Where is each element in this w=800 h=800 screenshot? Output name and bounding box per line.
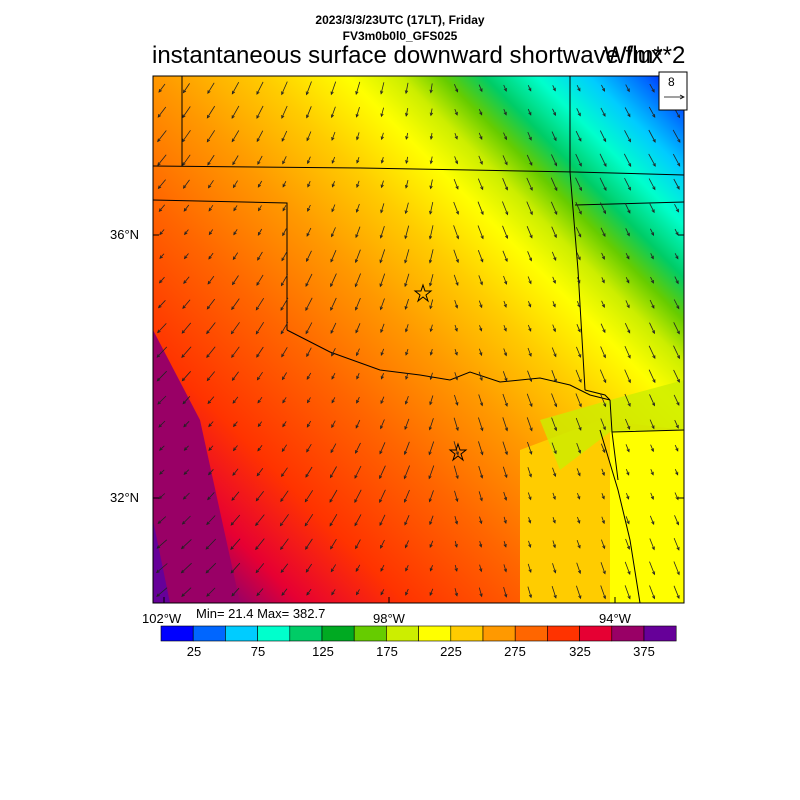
colorbar-swatch <box>643 625 677 642</box>
colorbar-label: 25 <box>186 644 202 659</box>
colorbar-swatch <box>386 625 419 642</box>
lat-label: 36°N <box>110 227 140 242</box>
units-title: W/m**2 <box>604 42 686 69</box>
colorbar-label: 75 <box>250 644 266 659</box>
colorbar-swatch <box>579 625 613 642</box>
colorbar-swatch <box>225 625 258 642</box>
reference-vector-box <box>658 71 688 111</box>
colorbar-label: 375 <box>633 644 655 659</box>
colorbar-swatch <box>450 625 484 642</box>
lon-label: 98°W <box>373 611 405 626</box>
reference-vector-label: 8 <box>668 75 675 89</box>
boundaries <box>153 76 684 603</box>
colorbar-swatch <box>160 625 194 642</box>
colorbar-swatch <box>321 625 355 642</box>
axis-ticks <box>153 234 684 603</box>
wind-vectors <box>156 81 681 600</box>
lon-label: 102°W <box>142 611 182 626</box>
colorbar-label: 325 <box>569 644 591 659</box>
lat-label: 32°N <box>110 490 140 505</box>
min-max-label: Min= 21.4 Max= 382.7 <box>196 606 326 621</box>
colorbar-label: 175 <box>376 644 398 659</box>
map-frame <box>152 75 685 604</box>
colorbar-swatch <box>482 625 516 642</box>
colorbar-swatch <box>611 625 645 642</box>
colorbar-swatch <box>418 625 452 642</box>
colorbar-swatch <box>289 625 323 642</box>
colorbar <box>160 625 677 642</box>
colorbar-swatch <box>257 625 291 642</box>
shaded-field <box>153 76 684 603</box>
lon-label: 94°W <box>599 611 631 626</box>
date-title: 2023/3/3/23UTC (17LT), Friday <box>315 13 485 27</box>
colorbar-swatch <box>514 625 548 642</box>
city-star-icon <box>413 283 433 303</box>
model-title: FV3m0b0l0_GFS025 <box>342 29 458 43</box>
colorbar-label: 225 <box>440 644 462 659</box>
colorbar-label: 125 <box>312 644 334 659</box>
colorbar-swatch <box>192 625 226 642</box>
colorbar-label: 275 <box>504 644 526 659</box>
city-star-icon <box>448 442 468 462</box>
variable-title: instantaneous surface downward shortwave… <box>152 42 663 69</box>
colorbar-swatch <box>353 625 387 642</box>
colorbar-swatch <box>547 625 580 642</box>
